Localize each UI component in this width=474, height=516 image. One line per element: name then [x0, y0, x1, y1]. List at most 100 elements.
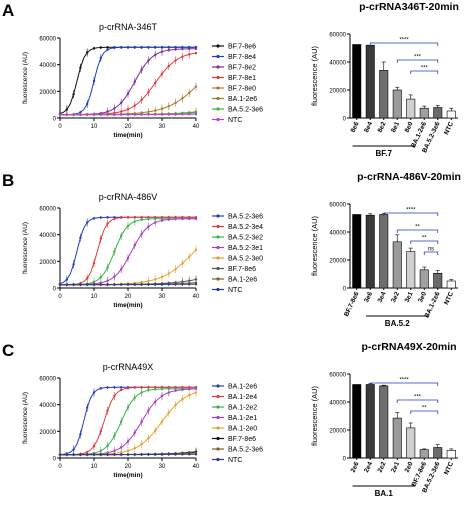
significance-label: *** — [414, 395, 422, 401]
bar-y-axis-label: fluorescence (AU) — [310, 215, 319, 276]
bar — [406, 427, 416, 459]
legend-label: BA.1-2e6 — [228, 96, 257, 103]
bar — [352, 44, 362, 119]
data-point — [99, 113, 103, 116]
data-point — [181, 113, 184, 116]
data-point — [188, 53, 191, 56]
legend-label: BA.1-2e1 — [228, 415, 257, 422]
bar — [392, 417, 402, 459]
legend-marker — [216, 245, 220, 250]
data-point — [113, 386, 116, 389]
legend-label: BF.7-8e4 — [228, 54, 256, 61]
data-point — [120, 388, 123, 392]
data-point — [120, 283, 123, 286]
data-point — [86, 406, 89, 409]
bar-y-tick-label: 40000 — [329, 61, 346, 67]
legend-marker — [216, 235, 220, 239]
data-point — [99, 283, 103, 286]
data-point — [140, 283, 143, 286]
group-label: BA.1 — [375, 489, 394, 498]
legend-marker — [216, 394, 220, 399]
data-point — [120, 451, 123, 454]
data-point — [147, 409, 150, 412]
data-point — [154, 81, 157, 85]
data-point — [99, 449, 103, 453]
bar-category-label: 2e4 — [363, 461, 374, 474]
data-point — [174, 389, 177, 392]
data-point — [133, 447, 136, 450]
data-point — [106, 266, 109, 269]
bar-category-label: 8e2 — [377, 121, 388, 134]
endpoint-bar-chart: p-crRNA346T-20min 0 20000 40000 60000 fluores… — [310, 1, 459, 158]
data-point — [133, 113, 136, 116]
series-ba-5-2-3e2 — [58, 217, 198, 287]
legend-marker — [216, 224, 220, 229]
data-point — [126, 440, 130, 443]
data-point — [133, 244, 136, 247]
legend-marker — [216, 415, 220, 420]
legend-label: NTC — [228, 457, 242, 464]
data-point — [174, 48, 177, 51]
legend-marker — [216, 117, 220, 122]
data-point — [79, 283, 82, 286]
data-point — [106, 46, 109, 49]
data-point — [92, 453, 96, 456]
x-tick-label: 30 — [159, 294, 166, 300]
data-point — [194, 51, 198, 55]
bar — [419, 269, 429, 289]
x-tick-label: 10 — [91, 124, 98, 130]
data-point — [167, 218, 170, 221]
data-point — [160, 107, 164, 110]
data-point — [188, 283, 191, 286]
legend-label: BA.1-2e6 — [228, 383, 257, 390]
data-point — [99, 453, 103, 456]
data-point — [181, 283, 184, 286]
data-point — [154, 113, 157, 116]
panel-c: Cp-crRNA49X 0 20000 40000 60000 0 10 20 30 40 time… — [2, 341, 458, 498]
legend-marker — [216, 457, 220, 462]
x-tick-label: 10 — [91, 464, 98, 470]
significance-bracket — [396, 399, 439, 403]
data-point — [99, 387, 103, 390]
data-point — [113, 250, 116, 253]
data-point — [174, 387, 177, 390]
legend-marker — [216, 266, 220, 271]
data-point — [174, 46, 177, 49]
bar-category-label: 3e6 — [363, 291, 374, 304]
bar-category-label: NTC — [443, 291, 455, 306]
data-point — [106, 216, 109, 219]
data-point — [113, 107, 116, 110]
panel-letter: C — [2, 341, 14, 360]
legend-label: BA.1-2e0 — [228, 425, 257, 432]
data-point — [140, 420, 143, 423]
data-point — [160, 453, 164, 456]
significance-bracket — [369, 42, 439, 46]
data-point — [92, 79, 96, 83]
y-axis-label: fluorescence (AU) — [22, 52, 29, 104]
data-point — [147, 90, 150, 94]
endpoint-bar-chart: p-crRNA49X-20min 0 20000 40000 60000 fluoresc… — [310, 341, 458, 498]
data-point — [194, 112, 198, 116]
data-point — [133, 216, 136, 219]
data-point — [126, 108, 130, 111]
x-tick-label: 0 — [58, 464, 62, 470]
data-point — [154, 386, 157, 389]
legend-marker — [216, 107, 220, 111]
data-point — [181, 453, 184, 456]
significance-bracket — [396, 59, 439, 63]
bar — [433, 107, 443, 119]
bar-y-tick-label: 0 — [343, 287, 347, 293]
data-point — [120, 113, 123, 116]
data-point — [133, 80, 136, 83]
data-point — [147, 46, 150, 49]
data-point — [92, 444, 96, 448]
data-point — [147, 437, 150, 440]
data-point — [194, 217, 198, 220]
bar-category-label: 8e0 — [404, 121, 415, 134]
bar — [419, 107, 429, 119]
data-point — [58, 113, 62, 116]
data-point — [167, 48, 170, 52]
legend-marker — [216, 54, 220, 59]
bar-y-tick-label: 40000 — [329, 231, 346, 237]
data-point — [106, 113, 109, 116]
